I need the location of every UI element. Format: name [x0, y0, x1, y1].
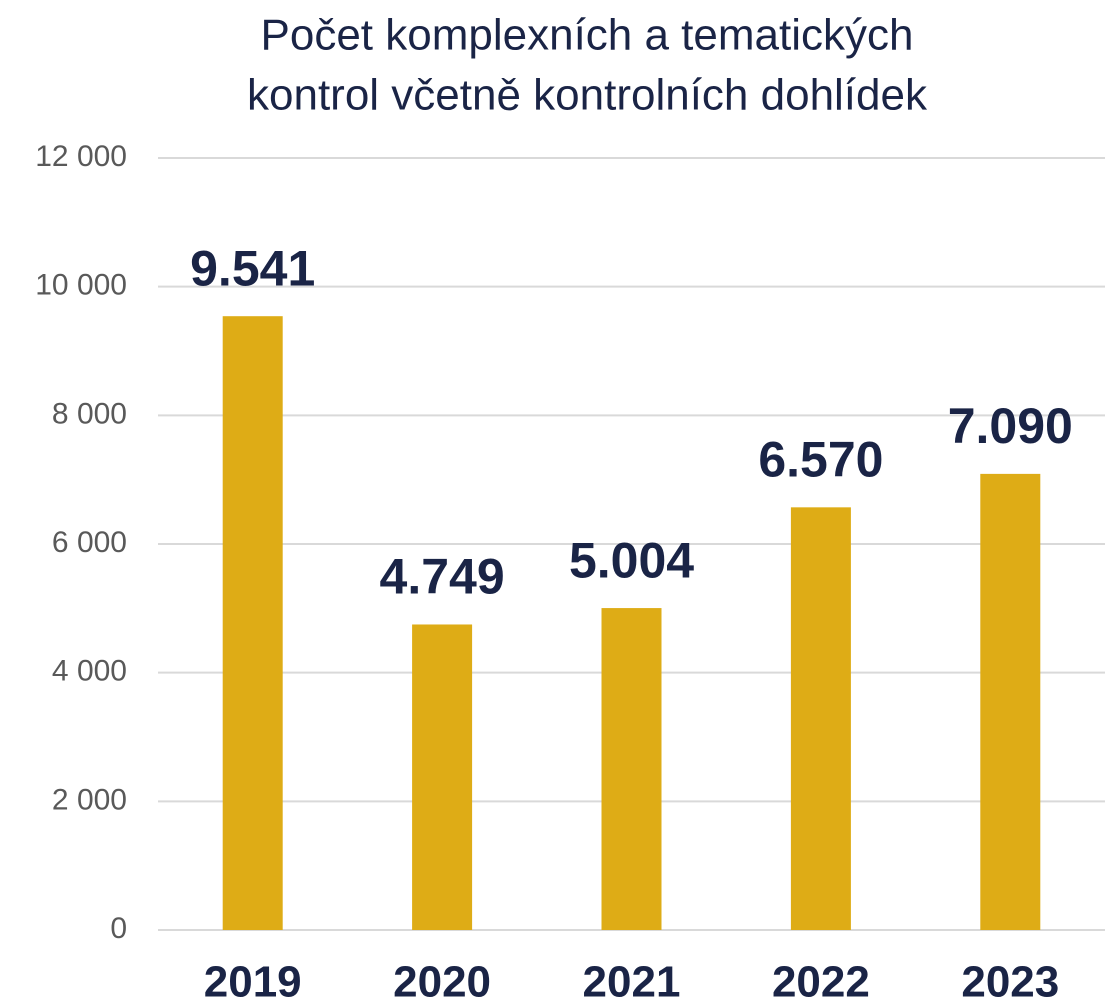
x-tick-label: 2023	[961, 958, 1059, 1006]
y-tick-label: 12 000	[35, 140, 127, 173]
x-tick-label: 2021	[583, 958, 681, 1006]
x-tick-label: 2019	[204, 958, 302, 1006]
y-tick-label: 6 000	[52, 526, 127, 559]
x-tick-label: 2020	[393, 958, 491, 1006]
data-label: 9.541	[190, 240, 315, 296]
x-tick-label: 2022	[772, 958, 870, 1006]
chart-title: kontrol včetně kontrolních dohlídek	[247, 71, 928, 120]
bar	[790, 507, 851, 930]
y-tick-label: 2 000	[52, 783, 127, 816]
bar	[222, 316, 283, 930]
data-label: 5.004	[569, 532, 694, 588]
y-tick-label: 10 000	[35, 269, 127, 302]
y-tick-label: 0	[110, 912, 127, 945]
data-label: 7.090	[948, 398, 1073, 454]
y-tick-label: 8 000	[52, 397, 127, 430]
data-label: 6.570	[758, 432, 883, 488]
bar	[601, 608, 662, 930]
data-label: 4.749	[380, 549, 505, 605]
bar	[980, 473, 1041, 930]
bar	[412, 624, 473, 930]
chart-title: Počet komplexních a tematických	[261, 11, 914, 60]
y-tick-label: 4 000	[52, 655, 127, 688]
